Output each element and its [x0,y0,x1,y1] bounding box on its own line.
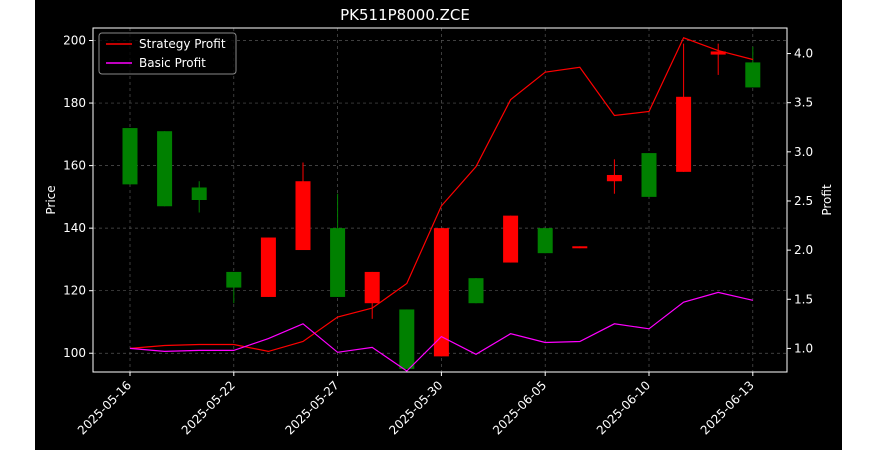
x-tick-label: 2025-06-05 [490,378,549,437]
candle-body [226,271,242,288]
y-tick-label-right: 2.0 [794,243,813,257]
legend-label-basic: Basic Profit [139,56,206,70]
y-tick-label-left: 100 [63,346,86,360]
y-tick-label-left: 140 [63,221,86,235]
x-tick-label: 2025-05-16 [75,378,134,437]
x-tick-label: 2025-05-22 [179,378,238,437]
candle-body [710,51,726,55]
y-tick-label-right: 3.5 [794,96,813,110]
x-tick-label: 2025-06-10 [594,378,653,437]
legend-label-strategy: Strategy Profit [139,37,226,51]
x-tick-label: 2025-05-27 [283,378,342,437]
chart-title: PK511P8000.ZCE [340,6,470,24]
candle-body [468,278,484,304]
candle-body [433,228,449,357]
y-tick-label-left: 160 [63,159,86,173]
legend: Strategy Profit Basic Profit [98,32,237,75]
y-tick-label-right: 3.0 [794,145,813,159]
candle-body [399,309,415,369]
y-tick-label-left: 120 [63,284,86,298]
candle-body [676,96,692,172]
plot-frame [92,27,788,373]
candle-body [122,128,138,185]
candle-body [330,228,346,297]
candle-body [641,153,657,197]
y-tick-label-right: 2.5 [794,194,813,208]
y-tick-label-left: 200 [63,34,86,48]
legend-box [98,32,237,75]
chart-svg: PK511P8000.ZCE 100 120 140 160 180 200 1.0 1.5 2… [44,6,834,437]
profit-lines [129,37,753,372]
y-axis-label-right: Profit [820,184,834,216]
candle-body [572,246,588,249]
candle-body [537,228,553,254]
candle-body [503,215,519,263]
candle-body [157,131,173,207]
y-tick-label-right: 4.0 [794,47,813,61]
candle-body [191,187,207,200]
x-tick-label: 2025-05-30 [386,378,445,437]
x-tick-label: 2025-06-13 [698,378,757,437]
candle-body [364,271,380,304]
y-tick-label-left: 180 [63,96,86,110]
basic-profit-line [129,291,753,372]
candle-body [745,62,761,88]
y-tick-label-right: 1.5 [794,292,813,306]
candle-body [606,174,622,182]
candle-body [295,181,311,251]
candle-body [260,237,276,297]
y-tick-label-right: 1.0 [794,341,813,355]
strategy-profit-line [129,37,753,353]
y-axis-label-left: Price [44,185,58,214]
candles [122,43,761,369]
chart-figure: PK511P8000.ZCE 100 120 140 160 180 200 1.0 1.5 2… [35,0,842,450]
